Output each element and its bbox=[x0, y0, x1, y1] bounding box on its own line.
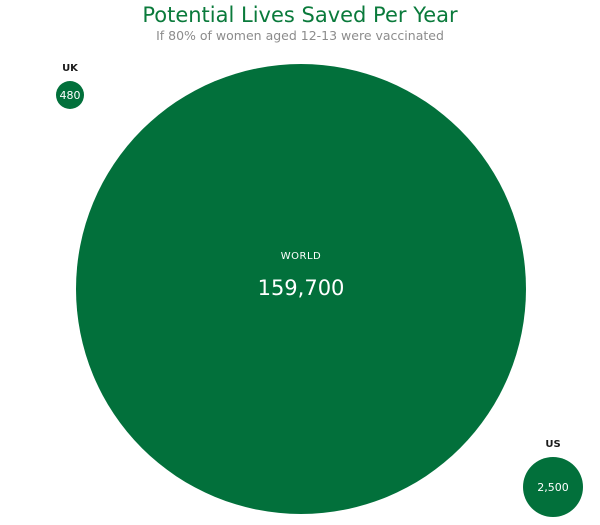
chart-subtitle: If 80% of women aged 12-13 were vaccinat… bbox=[156, 28, 444, 43]
bubble-label-us: US bbox=[545, 439, 560, 450]
bubble-us bbox=[523, 457, 583, 517]
chart-title: Potential Lives Saved Per Year bbox=[142, 3, 458, 27]
bubble-value-uk: 480 bbox=[60, 89, 81, 102]
bubbles-group: UK 480 WORLD 159,700 US 2,500 bbox=[56, 63, 583, 517]
bubble-value-us: 2,500 bbox=[537, 481, 569, 494]
bubble-uk bbox=[56, 81, 84, 109]
bubble-label-world: WORLD bbox=[281, 251, 321, 262]
bubble-world bbox=[76, 64, 526, 514]
bubble-value-world: 159,700 bbox=[258, 276, 345, 300]
bubble-label-uk: UK bbox=[62, 63, 79, 74]
